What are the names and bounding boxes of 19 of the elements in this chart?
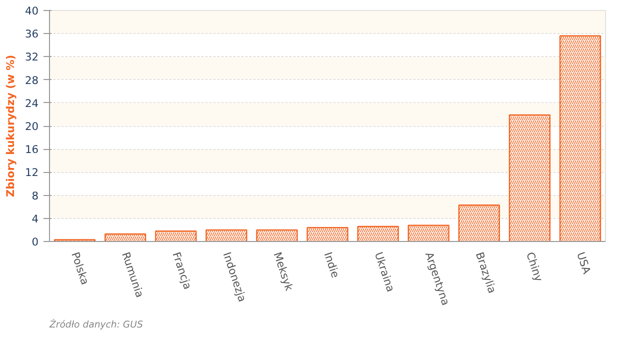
text: Źródło danych: GUS	[48, 318, 143, 330]
y-tick-label: 8	[32, 189, 39, 202]
y-tick-label: 20	[24, 120, 39, 133]
x-tick-label: Chiny	[524, 250, 546, 284]
y-tick-label: 12	[24, 166, 39, 180]
x-tick-label: Francja	[170, 250, 194, 291]
y-axis-title: Zbiory kukurydzy (w %)	[4, 54, 17, 198]
y-tick-label: 36	[24, 28, 39, 41]
y-tick-label: 0	[32, 236, 39, 248]
y-tick-label: 28	[24, 74, 39, 87]
y-tick-label: 40	[24, 4, 39, 18]
y-tick-label: 32	[24, 50, 39, 64]
x-tick-label: Polska	[68, 250, 92, 286]
x-tick-label: USA	[574, 250, 594, 276]
y-tick-label: 24	[24, 96, 39, 110]
x-tick-label: Indie	[321, 250, 342, 280]
y-tick-label: 16	[24, 143, 39, 156]
x-tick-label: Ukraina	[372, 250, 398, 294]
y-tick-label: 4	[32, 212, 39, 226]
